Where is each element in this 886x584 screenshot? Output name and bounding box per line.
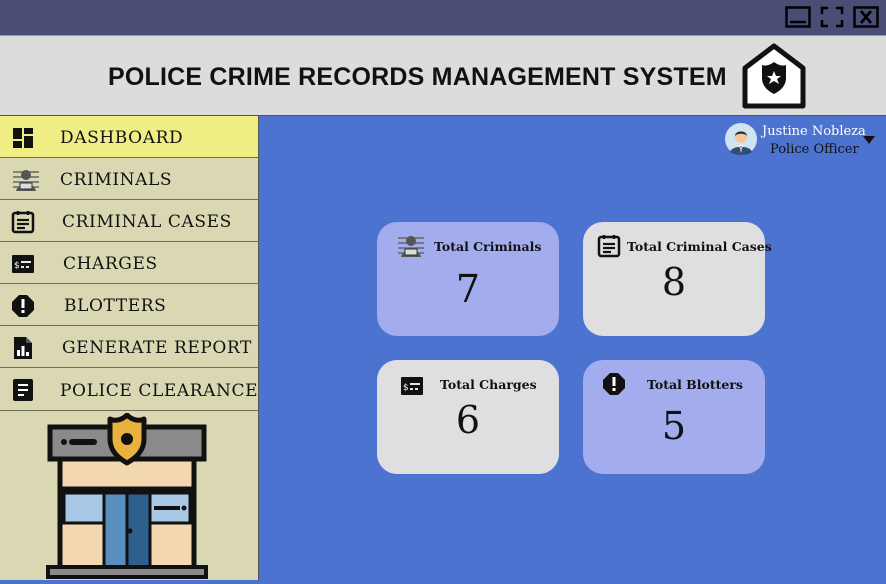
sidebar-item-label: CHARGES bbox=[63, 254, 158, 274]
sidebar-item-label: CRIMINAL CASES bbox=[62, 212, 232, 232]
card-value: 5 bbox=[661, 404, 687, 448]
maximize-icon[interactable] bbox=[820, 6, 844, 28]
window-titlebar bbox=[0, 0, 886, 35]
blotter-icon bbox=[11, 294, 35, 318]
svg-text:$: $ bbox=[14, 261, 20, 271]
criminal-icon bbox=[397, 234, 424, 260]
criminal-icon bbox=[12, 168, 39, 192]
stat-card-total-criminal-cases[interactable]: Total Criminal Cases 8 bbox=[583, 222, 772, 336]
user-name: Justine Nobleza bbox=[762, 124, 866, 139]
cases-icon bbox=[11, 210, 35, 234]
sidebar-item-label: BLOTTERS bbox=[64, 296, 167, 316]
user-menu[interactable]: Justine Nobleza Police Officer bbox=[725, 122, 880, 162]
card-title: Total Criminals bbox=[434, 239, 542, 254]
clearance-icon bbox=[11, 378, 35, 402]
sidebar-item-criminals[interactable]: CRIMINALS bbox=[0, 158, 258, 200]
sidebar-item-charges[interactable]: $ CHARGES bbox=[0, 242, 258, 284]
charges-icon: $ bbox=[11, 252, 35, 276]
minimize-icon[interactable] bbox=[785, 6, 811, 28]
card-value: 6 bbox=[455, 398, 481, 442]
page-title: POLICE CRIME RECORDS MANAGEMENT SYSTEM bbox=[108, 63, 727, 91]
close-icon[interactable] bbox=[853, 6, 879, 28]
sidebar-item-label: GENERATE REPORT bbox=[62, 338, 252, 358]
stat-card-total-criminals[interactable]: Total Criminals 7 bbox=[377, 222, 559, 336]
dashboard-icon bbox=[11, 126, 35, 150]
sidebar-item-label: DASHBOARD bbox=[60, 128, 184, 148]
sidebar-item-police-clearance[interactable]: POLICE CLEARANCE bbox=[0, 368, 258, 411]
card-title: Total Blotters bbox=[647, 377, 743, 392]
charges-icon: $ bbox=[400, 374, 426, 400]
card-value: 8 bbox=[661, 260, 687, 304]
blotter-icon bbox=[602, 372, 628, 398]
sidebar-item-criminal-cases[interactable]: CRIMINAL CASES bbox=[0, 200, 258, 242]
cases-icon bbox=[597, 234, 623, 260]
sidebar-item-label: POLICE CLEARANCE bbox=[60, 381, 259, 401]
report-icon bbox=[11, 336, 35, 360]
sidebar-item-blotters[interactable]: BLOTTERS bbox=[0, 284, 258, 326]
police-station-illustration bbox=[44, 412, 210, 584]
chevron-down-icon[interactable] bbox=[863, 129, 875, 148]
sidebar: DASHBOARD CRIMINALS CRIMINAL CASES $ CHA… bbox=[0, 116, 259, 580]
card-title: Total Criminal Cases bbox=[627, 239, 772, 254]
card-value: 7 bbox=[455, 267, 481, 311]
sidebar-item-generate-report[interactable]: GENERATE REPORT bbox=[0, 326, 258, 368]
stat-card-total-charges[interactable]: $ Total Charges 6 bbox=[377, 360, 559, 474]
sidebar-item-dashboard[interactable]: DASHBOARD bbox=[0, 116, 258, 158]
svg-text:$: $ bbox=[403, 383, 409, 393]
user-role: Police Officer bbox=[770, 142, 859, 157]
sidebar-item-label: CRIMINALS bbox=[60, 170, 173, 190]
card-title: Total Charges bbox=[440, 377, 537, 392]
avatar bbox=[725, 123, 757, 159]
police-station-icon bbox=[740, 42, 808, 114]
app-header: POLICE CRIME RECORDS MANAGEMENT SYSTEM bbox=[0, 35, 886, 116]
stat-card-total-blotters[interactable]: Total Blotters 5 bbox=[583, 360, 765, 474]
